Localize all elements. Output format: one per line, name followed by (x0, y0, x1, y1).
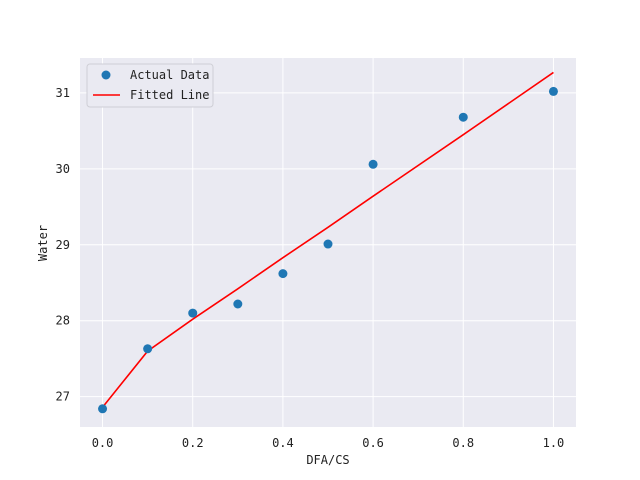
data-point (98, 404, 108, 414)
x-axis-label: DFA/CS (306, 453, 349, 467)
x-tick-label: 1.0 (543, 436, 565, 450)
x-axis-ticks: 0.0 0.2 0.4 0.6 0.8 1.0 (92, 436, 565, 450)
y-tick-label: 28 (56, 314, 70, 328)
y-axis-label: Water (36, 225, 50, 261)
legend-marker-actual-data (101, 70, 111, 80)
data-point (368, 159, 378, 169)
legend-box (86, 63, 214, 108)
y-tick-label: 31 (56, 86, 70, 100)
y-tick-label: 29 (56, 238, 70, 252)
x-tick-label: 0.2 (182, 436, 204, 450)
data-point (458, 112, 468, 122)
legend: Actual Data Fitted Line (86, 63, 214, 108)
x-tick-label: 0.6 (362, 436, 384, 450)
legend-label-fitted-line: Fitted Line (130, 88, 209, 102)
x-tick-label: 0.0 (92, 436, 114, 450)
data-point (143, 344, 153, 354)
data-point (278, 269, 288, 279)
y-tick-label: 27 (56, 390, 70, 404)
data-point (188, 308, 198, 318)
x-tick-label: 0.8 (452, 436, 474, 450)
legend-label-actual-data: Actual Data (130, 68, 209, 82)
fitted-line (101, 71, 554, 408)
x-tick-label: 0.4 (272, 436, 294, 450)
y-axis-ticks: 27 28 29 30 31 (56, 86, 70, 404)
data-point (548, 86, 558, 96)
data-points (98, 86, 558, 414)
data-point (323, 239, 333, 249)
gridlines (80, 58, 576, 427)
data-point (233, 299, 243, 309)
fitted-line-layer (101, 71, 554, 408)
y-tick-label: 30 (56, 162, 70, 176)
